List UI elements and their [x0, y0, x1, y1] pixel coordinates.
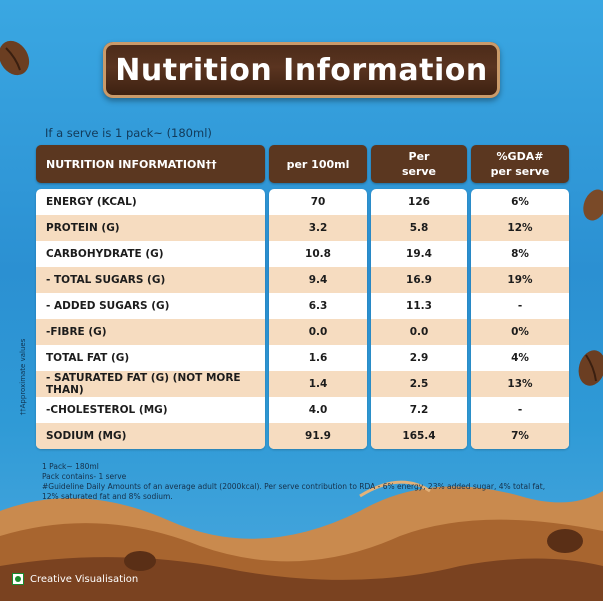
- per-serve-cell: 7.2: [409, 404, 429, 416]
- gda-cell: 8%: [511, 248, 529, 260]
- title-banner: Nutrition Information: [103, 42, 500, 98]
- gda-cell: 0%: [471, 319, 569, 345]
- column-nutrient-names: ENERGY (KCAL) PROTEIN (G) CARBOHYDRATE (G)…: [36, 189, 265, 449]
- serve-note: If a serve is 1 pack~ (180ml): [45, 126, 212, 140]
- coffee-bean-icon: [0, 40, 30, 76]
- coffee-bean-icon: [583, 189, 603, 221]
- column-gda: 6% 12% 8% 19% - 0% 4% 13% - 7%: [471, 189, 569, 449]
- gda-cell: 6%: [511, 196, 529, 208]
- page-title: Nutrition Information: [115, 52, 488, 88]
- nutrient-name-cell: - TOTAL SUGARS (G): [36, 267, 265, 293]
- per-100ml-cell: 70: [310, 196, 326, 208]
- per-serve-cell: 0.0: [371, 319, 467, 345]
- gda-cell: 12%: [471, 215, 569, 241]
- nutrient-name-cell: - SATURATED FAT (G) (NOT MORE THAN): [36, 371, 265, 397]
- coffee-splash: [0, 480, 603, 601]
- gda-cell: -: [517, 300, 523, 312]
- per-100ml-cell: 3.2: [269, 215, 367, 241]
- per-100ml-cell: 10.8: [305, 248, 331, 260]
- table-header-row: NUTRITION INFORMATION†† per 100ml Per se…: [36, 145, 569, 183]
- gda-cell: -: [517, 404, 523, 416]
- per-serve-cell: 165.4: [371, 423, 467, 449]
- nutrient-name-cell: TOTAL FAT (G): [46, 352, 130, 364]
- gda-cell: 4%: [511, 352, 529, 364]
- gda-cell: 7%: [471, 423, 569, 449]
- approximate-values-text: ††Approximate values: [19, 338, 27, 416]
- approximate-values-note: ††Approximate values: [16, 322, 30, 432]
- nutrition-table: NUTRITION INFORMATION†† per 100ml Per se…: [36, 145, 569, 449]
- per-100ml-cell: 6.3: [308, 300, 328, 312]
- per-serve-cell: 126: [408, 196, 430, 208]
- column-per-serve: 126 5.8 19.4 16.9 11.3 0.0 2.9 2.5 7.2 165.4: [371, 189, 467, 449]
- per-100ml-cell: 91.9: [269, 423, 367, 449]
- nutrient-name-cell: - ADDED SUGARS (G): [46, 300, 170, 312]
- header-per-serve: Per serve: [371, 145, 467, 183]
- gda-cell: 19%: [471, 267, 569, 293]
- veg-symbol-icon: [12, 573, 24, 585]
- coffee-bean-icon: [578, 350, 603, 386]
- creative-visualisation-badge: Creative Visualisation: [12, 573, 138, 585]
- per-serve-cell: 11.3: [406, 300, 432, 312]
- footer-line-serve: Pack contains- 1 serve: [42, 472, 127, 481]
- column-per-100ml: 70 3.2 10.8 9.4 6.3 0.0 1.6 1.4 4.0 91.9: [269, 189, 367, 449]
- nutrient-name-cell: PROTEIN (G): [36, 215, 265, 241]
- nutrient-name-cell: -FIBRE (G): [36, 319, 265, 345]
- per-100ml-cell: 1.6: [308, 352, 328, 364]
- gda-cell: 13%: [471, 371, 569, 397]
- per-serve-cell: 16.9: [371, 267, 467, 293]
- per-serve-cell: 2.9: [409, 352, 429, 364]
- per-serve-cell: 19.4: [406, 248, 432, 260]
- nutrient-name-cell: SODIUM (MG): [36, 423, 265, 449]
- header-per-100ml: per 100ml: [269, 145, 367, 183]
- footer-line-guideline: #Guideline Daily Amounts of an average a…: [42, 482, 546, 501]
- header-gda-per-serve: %GDA# per serve: [471, 145, 569, 183]
- per-serve-cell: 2.5: [371, 371, 467, 397]
- per-100ml-cell: 0.0: [269, 319, 367, 345]
- footer-notes: 1 Pack~ 180ml Pack contains- 1 serve #Gu…: [42, 462, 562, 502]
- per-serve-cell: 5.8: [371, 215, 467, 241]
- header-nutrition-information: NUTRITION INFORMATION††: [36, 145, 265, 183]
- per-100ml-cell: 4.0: [308, 404, 328, 416]
- per-100ml-cell: 1.4: [269, 371, 367, 397]
- nutrient-name-cell: ENERGY (KCAL): [46, 196, 137, 208]
- nutrient-name-cell: CARBOHYDRATE (G): [46, 248, 164, 260]
- per-100ml-cell: 9.4: [269, 267, 367, 293]
- footer-line-pack: 1 Pack~ 180ml: [42, 462, 99, 471]
- nutrient-name-cell: -CHOLESTEROL (MG): [46, 404, 168, 416]
- badge-label: Creative Visualisation: [30, 573, 139, 585]
